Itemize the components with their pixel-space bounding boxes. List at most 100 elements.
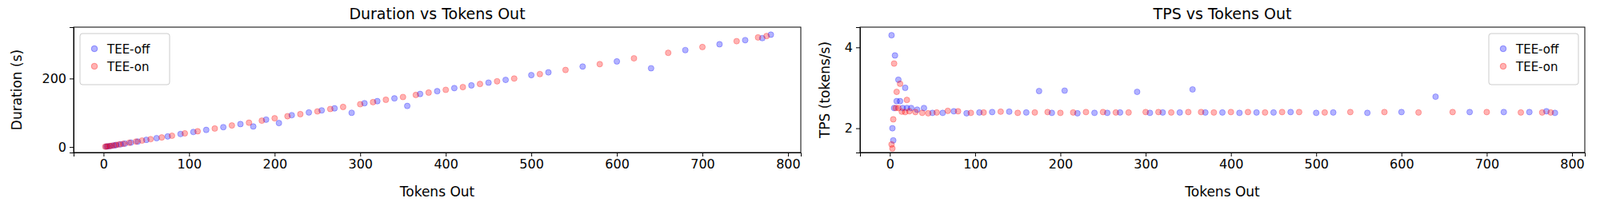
point: [764, 33, 770, 40]
tick-mark: [702, 152, 704, 157]
point: [1015, 110, 1021, 116]
point: [919, 110, 925, 116]
tick-label: 200: [263, 156, 288, 172]
tick: 600: [604, 152, 630, 172]
tick: 200: [41, 71, 74, 87]
point: [893, 88, 900, 95]
point: [755, 34, 761, 40]
tick: 100: [177, 152, 203, 172]
tick-label: 500: [519, 156, 544, 172]
frame: [73, 27, 801, 153]
legend-label: TEE-on: [106, 60, 150, 75]
tick-mark: [274, 152, 276, 157]
point: [1176, 109, 1183, 116]
tick: 4: [844, 40, 860, 56]
point: [1155, 109, 1161, 116]
point: [912, 109, 919, 116]
point: [1244, 109, 1251, 116]
point: [451, 85, 457, 92]
point: [460, 84, 466, 90]
point: [528, 72, 535, 78]
x-axis-title: Tokens Out: [399, 184, 476, 200]
legend-box: [1488, 33, 1579, 85]
point: [327, 106, 333, 112]
point: [148, 136, 154, 143]
tick-mark: [856, 47, 860, 48]
point: [699, 44, 705, 50]
point: [305, 109, 312, 116]
tick-label: 400: [433, 156, 459, 172]
tick-mark: [1060, 152, 1061, 157]
point: [904, 97, 910, 104]
point: [126, 140, 132, 146]
tick-mark: [1486, 152, 1488, 157]
tick-mark: [788, 152, 789, 157]
point: [1517, 109, 1524, 116]
tick: 0: [886, 152, 895, 172]
point: [159, 135, 165, 141]
point: [348, 110, 355, 116]
point: [1467, 109, 1473, 116]
point: [1219, 109, 1225, 116]
point: [933, 109, 940, 116]
point: [1070, 109, 1076, 116]
points: [888, 32, 1558, 152]
point: [888, 32, 895, 39]
point: [648, 65, 654, 72]
legend-label: TEE-on: [1515, 60, 1559, 75]
tick: 500: [519, 152, 544, 172]
points: [102, 32, 774, 150]
point: [1398, 109, 1404, 116]
point: [1432, 94, 1439, 100]
tick: 2: [844, 120, 860, 136]
point: [284, 113, 291, 120]
tick-mark: [445, 152, 447, 157]
point: [383, 96, 389, 103]
tick: 700: [1475, 152, 1500, 172]
point: [997, 108, 1004, 115]
tick: 800: [776, 152, 801, 172]
point: [1236, 110, 1243, 116]
axis-line: [69, 28, 75, 154]
tick: 100: [963, 152, 988, 172]
point: [1032, 109, 1038, 116]
tick-mark: [531, 152, 532, 157]
point: [1125, 109, 1132, 116]
point: [536, 71, 543, 77]
axis-line: [860, 153, 1586, 158]
point: [742, 37, 748, 44]
point: [1057, 110, 1064, 116]
tick-label: 300: [348, 156, 373, 172]
tick-mark: [1231, 152, 1232, 157]
point: [1092, 110, 1098, 116]
frame: [860, 27, 1585, 153]
tick-label: 200: [41, 71, 67, 87]
point: [989, 109, 996, 116]
point: [1083, 109, 1089, 116]
point: [733, 38, 740, 44]
point: [1330, 109, 1336, 116]
point: [1288, 109, 1294, 116]
point: [980, 109, 987, 116]
point: [502, 76, 508, 83]
tick-label: 300: [1133, 156, 1159, 172]
point: [1006, 108, 1012, 115]
point: [237, 121, 244, 128]
tick-label: 4: [844, 40, 853, 56]
point: [370, 99, 376, 105]
tick: 500: [1304, 152, 1329, 172]
point: [314, 108, 320, 115]
axis-line: [74, 153, 802, 158]
series-points: [103, 32, 774, 150]
point: [562, 67, 568, 73]
tick: 400: [433, 152, 459, 172]
point: [132, 139, 139, 145]
point: [1262, 109, 1268, 116]
point: [1539, 109, 1545, 116]
tick-label: 500: [1304, 156, 1329, 172]
point: [906, 108, 912, 115]
point: [1253, 109, 1260, 116]
tick-mark: [103, 152, 104, 157]
point: [613, 58, 620, 64]
point: [400, 94, 406, 100]
